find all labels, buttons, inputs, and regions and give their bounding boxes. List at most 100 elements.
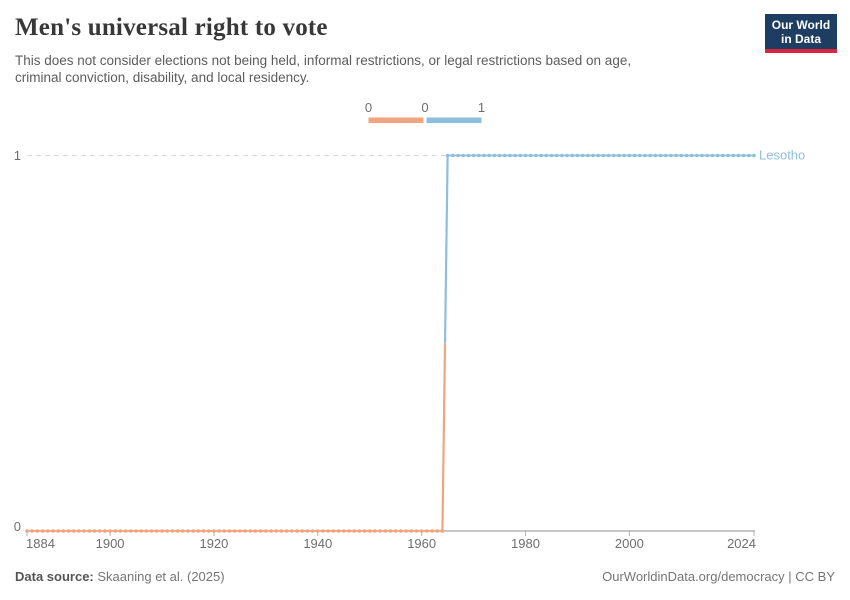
- data-point[interactable]: [596, 153, 601, 158]
- data-point[interactable]: [238, 529, 242, 533]
- data-point[interactable]: [534, 153, 538, 158]
- data-point[interactable]: [35, 529, 40, 533]
- data-point[interactable]: [747, 153, 751, 158]
- data-point[interactable]: [721, 153, 725, 158]
- data-point[interactable]: [570, 153, 575, 158]
- data-point[interactable]: [40, 529, 45, 533]
- data-point[interactable]: [528, 153, 533, 158]
- data-point[interactable]: [56, 529, 60, 533]
- data-point[interactable]: [414, 529, 419, 533]
- data-point[interactable]: [274, 529, 279, 533]
- data-point[interactable]: [82, 529, 86, 533]
- data-point[interactable]: [284, 529, 289, 533]
- data-point[interactable]: [113, 529, 118, 533]
- data-point[interactable]: [175, 529, 180, 533]
- data-point[interactable]: [341, 529, 346, 533]
- data-point[interactable]: [404, 529, 408, 533]
- data-point[interactable]: [295, 529, 299, 533]
- data-point[interactable]: [466, 153, 471, 158]
- data-point[interactable]: [347, 529, 351, 533]
- data-point[interactable]: [97, 529, 102, 533]
- data-point[interactable]: [206, 529, 211, 533]
- data-point[interactable]: [290, 529, 294, 533]
- data-point[interactable]: [456, 153, 460, 158]
- data-point[interactable]: [658, 153, 663, 158]
- data-point[interactable]: [201, 529, 206, 533]
- data-point[interactable]: [580, 153, 585, 158]
- data-point[interactable]: [378, 529, 382, 533]
- data-point[interactable]: [497, 153, 502, 158]
- data-point[interactable]: [321, 529, 325, 533]
- data-point[interactable]: [191, 529, 195, 533]
- data-point[interactable]: [87, 529, 92, 533]
- data-point[interactable]: [508, 153, 512, 158]
- data-point[interactable]: [149, 529, 154, 533]
- data-point[interactable]: [684, 153, 689, 158]
- data-point[interactable]: [726, 153, 730, 158]
- data-point[interactable]: [622, 153, 626, 158]
- data-point[interactable]: [502, 153, 507, 158]
- data-point[interactable]: [248, 529, 253, 533]
- data-point[interactable]: [108, 529, 112, 533]
- data-point[interactable]: [227, 529, 232, 533]
- data-point[interactable]: [648, 153, 652, 158]
- data-point[interactable]: [352, 529, 356, 533]
- data-point[interactable]: [300, 529, 305, 533]
- data-point[interactable]: [565, 153, 569, 158]
- owid-logo[interactable]: Our World in Data: [765, 14, 837, 53]
- data-point[interactable]: [77, 529, 81, 533]
- data-point[interactable]: [144, 529, 149, 533]
- data-point[interactable]: [129, 529, 133, 533]
- data-point[interactable]: [575, 153, 580, 158]
- data-point[interactable]: [217, 529, 221, 533]
- data-point[interactable]: [139, 529, 144, 533]
- data-point[interactable]: [264, 529, 268, 533]
- footer-link[interactable]: OurWorldinData.org/democracy | CC BY: [602, 569, 835, 584]
- data-point[interactable]: [160, 529, 164, 533]
- data-point[interactable]: [476, 153, 481, 158]
- data-point[interactable]: [310, 529, 315, 533]
- data-point[interactable]: [482, 153, 486, 158]
- data-point[interactable]: [71, 529, 76, 533]
- data-point[interactable]: [513, 153, 517, 158]
- data-point[interactable]: [134, 529, 138, 533]
- data-point[interactable]: [155, 529, 159, 533]
- data-point[interactable]: [492, 153, 497, 158]
- data-point[interactable]: [196, 529, 201, 533]
- data-point[interactable]: [710, 153, 715, 158]
- data-point[interactable]: [419, 529, 424, 533]
- data-point[interactable]: [425, 529, 429, 533]
- data-point[interactable]: [632, 153, 637, 158]
- data-point[interactable]: [165, 529, 170, 533]
- data-point[interactable]: [715, 153, 720, 158]
- data-point[interactable]: [700, 153, 704, 158]
- data-point[interactable]: [367, 529, 372, 533]
- data-point[interactable]: [430, 529, 434, 533]
- data-point[interactable]: [222, 529, 227, 533]
- data-point[interactable]: [25, 529, 29, 533]
- data-point[interactable]: [316, 529, 320, 533]
- data-point[interactable]: [617, 153, 621, 158]
- data-point[interactable]: [373, 529, 377, 533]
- data-point[interactable]: [399, 529, 403, 533]
- data-point[interactable]: [393, 529, 398, 533]
- data-point[interactable]: [253, 529, 258, 533]
- data-point[interactable]: [123, 529, 128, 533]
- data-point[interactable]: [445, 153, 450, 158]
- data-point[interactable]: [243, 529, 247, 533]
- data-point[interactable]: [586, 153, 590, 158]
- data-point[interactable]: [258, 529, 263, 533]
- data-point[interactable]: [560, 153, 564, 158]
- data-point[interactable]: [669, 153, 673, 158]
- data-point[interactable]: [440, 529, 445, 533]
- data-point[interactable]: [326, 529, 330, 533]
- data-point[interactable]: [653, 153, 658, 158]
- data-point[interactable]: [549, 153, 554, 158]
- data-point[interactable]: [689, 153, 694, 158]
- legend-bin[interactable]: [368, 117, 424, 124]
- data-point[interactable]: [643, 153, 647, 158]
- data-point[interactable]: [180, 529, 185, 533]
- data-point[interactable]: [461, 153, 466, 158]
- data-point[interactable]: [611, 153, 616, 158]
